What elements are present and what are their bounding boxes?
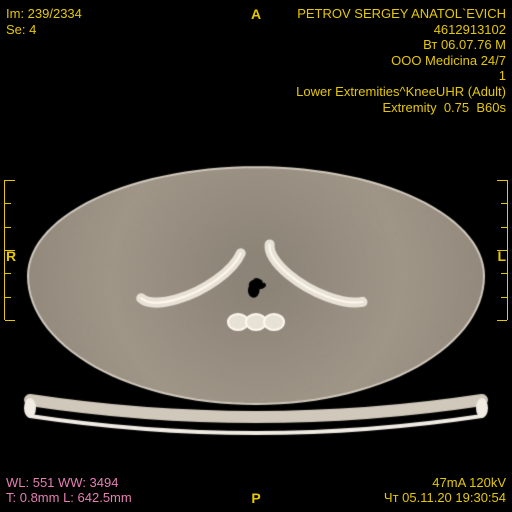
overlay-bottom-right: 47mA 120kV Чт 05.11.20 19:30:54 [384,475,506,506]
orientation-posterior: P [251,490,260,506]
overlay-top-right: PETROV SERGEY ANATOL`EVICH 4612913102 Вт… [296,6,506,115]
orientation-anterior: A [251,6,261,22]
overlay-top-left: Im: 239/2334 Se: 4 [6,6,82,37]
ruler-left [4,180,17,320]
overlay-bottom-left: WL: 551 WW: 3494 T: 0.8mm L: 642.5mm [6,475,132,506]
ruler-right [495,180,508,320]
